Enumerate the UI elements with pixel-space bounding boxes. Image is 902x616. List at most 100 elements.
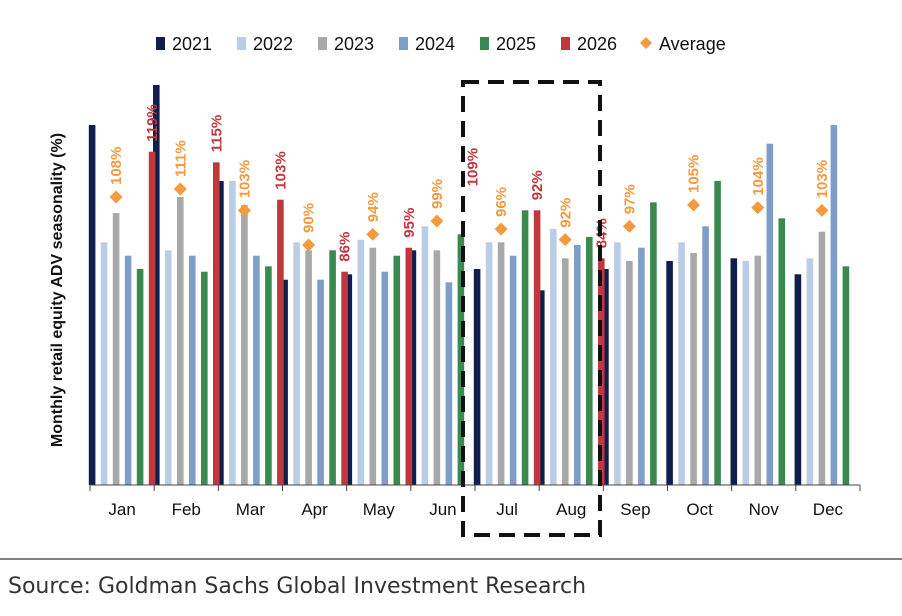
bar-2025-May xyxy=(393,255,401,485)
bar-2021-Aug xyxy=(538,290,545,485)
bar-2026-Feb xyxy=(213,162,220,486)
x-tick-label-Jun: Jun xyxy=(429,500,456,519)
x-tick-label-Jan: Jan xyxy=(108,500,135,519)
bar-2021-Feb xyxy=(153,85,160,485)
data-label-Mar-2026: 103% xyxy=(272,151,289,189)
bar-2025-Oct xyxy=(714,181,721,485)
bar-2026-Mar xyxy=(277,199,284,485)
data-label-May-average: 94% xyxy=(365,192,382,222)
bar-2024-Mar xyxy=(253,255,260,485)
data-label-Sep-average: 97% xyxy=(621,184,638,214)
x-tick-label-Nov: Nov xyxy=(749,500,780,519)
x-tick-label-Feb: Feb xyxy=(172,500,201,519)
seasonality-chart: 2021 2022 2023 2024 2025 2026 Average Monthly … xyxy=(0,34,902,560)
legend-label-2025: 2025 xyxy=(496,34,536,54)
bar-2022-Feb xyxy=(165,250,172,485)
average-marker-Sep xyxy=(622,219,636,233)
bar-2025-Mar xyxy=(265,266,272,485)
bar-2024-Apr xyxy=(317,279,324,485)
bar-2023-Jun xyxy=(433,250,441,485)
bar-2021-Jul xyxy=(473,269,481,485)
bar-2023-Jul xyxy=(497,242,505,485)
average-marker-Aug xyxy=(558,233,572,247)
bar-2024-Jun xyxy=(445,282,453,485)
bar-2025-Jun xyxy=(457,234,465,485)
legend-label-2023: 2023 xyxy=(334,34,374,54)
data-label-Mar-average: 103% xyxy=(236,160,253,198)
bar-2021-May xyxy=(345,274,353,485)
bar-2021-Oct xyxy=(666,261,673,485)
bar-2022-Aug xyxy=(550,229,557,485)
bar-2024-Nov xyxy=(766,143,774,485)
average-marker-Nov xyxy=(751,201,765,215)
bar-2025-Nov xyxy=(778,218,786,486)
legend-label-2024: 2024 xyxy=(415,34,455,54)
bar-2022-May xyxy=(357,239,365,485)
bar-2023-Feb xyxy=(177,197,184,485)
bar-2024-Oct xyxy=(702,226,709,486)
bar-2023-Jan xyxy=(112,213,120,485)
bar-2025-Sep xyxy=(650,202,657,486)
bar-2026-Jan xyxy=(148,151,156,485)
source-text: Source: Goldman Sachs Global Investment … xyxy=(8,574,587,599)
data-labels: 108% 119% 111% 115% 103% 103% 90% 86% 94% 95% 99% 1… xyxy=(108,104,831,262)
bar-2026-Jul xyxy=(533,210,541,486)
data-label-Apr-2026: 86% xyxy=(337,232,354,262)
legend-swatch-2026 xyxy=(561,37,570,50)
bar-2022-Jan xyxy=(100,242,108,485)
bar-2023-Nov xyxy=(754,255,762,485)
data-label-Jul-average: 96% xyxy=(493,187,510,217)
y-axis-label: Monthly retail equity ADV seasonality (%… xyxy=(49,133,66,447)
x-tick-label-Jul: Jul xyxy=(496,500,518,519)
data-label-Apr-average: 90% xyxy=(301,203,318,233)
bar-2023-Aug xyxy=(562,258,569,485)
bar-2024-Feb xyxy=(189,255,196,485)
x-tick-label-Mar: Mar xyxy=(236,500,266,519)
legend-swatch-2025 xyxy=(480,37,489,50)
x-tick-label-Apr: Apr xyxy=(301,500,328,519)
data-label-Nov-average: 104% xyxy=(750,157,767,195)
bar-2021-Jun xyxy=(409,250,417,485)
legend-label-2026: 2026 xyxy=(577,34,617,54)
bar-2023-May xyxy=(369,247,377,485)
average-marker-Apr xyxy=(302,238,316,252)
data-label-Oct-average: 105% xyxy=(686,155,703,193)
bar-2024-Sep xyxy=(638,247,645,485)
bar-2022-Sep xyxy=(614,242,621,485)
bar-2024-Jan xyxy=(124,255,132,485)
data-label-Feb-average: 111% xyxy=(172,140,189,177)
legend-swatch-2024 xyxy=(399,37,408,50)
bar-2024-May xyxy=(381,271,389,485)
bar-2024-Dec xyxy=(830,125,838,485)
x-tick-label-Sep: Sep xyxy=(620,500,650,519)
bar-2025-Jan xyxy=(136,269,144,485)
bar-2022-Mar xyxy=(229,181,236,485)
data-label-Jun-average: 99% xyxy=(429,179,446,209)
bar-2023-Sep xyxy=(626,261,633,485)
bar-2024-Aug xyxy=(574,245,581,485)
bar-2022-Dec xyxy=(806,258,814,485)
x-tick-label-Dec: Dec xyxy=(813,500,844,519)
highlight-box xyxy=(461,80,602,537)
legend: 2021 2022 2023 2024 2025 2026 Average xyxy=(156,34,726,54)
x-tick-label-Oct: Oct xyxy=(686,500,713,519)
data-label-Jan-average: 108% xyxy=(108,147,125,185)
bar-2025-Feb xyxy=(201,271,208,485)
data-label-Jul-2026: 92% xyxy=(529,170,546,200)
average-marker-Jan xyxy=(109,190,123,204)
data-label-Jun-2026: 109% xyxy=(465,148,482,186)
legend-swatch-average xyxy=(640,37,652,49)
average-marker-Feb xyxy=(173,182,187,196)
average-marker-Jun xyxy=(430,214,444,228)
data-label-Aug-average: 92% xyxy=(557,198,574,228)
bar-2023-Apr xyxy=(305,250,312,485)
legend-label-average: Average xyxy=(659,34,726,54)
bar-2026-Apr xyxy=(341,271,348,485)
bar-2024-Jul xyxy=(509,255,517,485)
legend-label-2022: 2022 xyxy=(253,34,293,54)
legend-label-2021: 2021 xyxy=(172,34,212,54)
bar-2023-Mar xyxy=(241,205,248,485)
data-label-Dec-average: 103% xyxy=(814,160,831,198)
data-label-May-2026: 95% xyxy=(401,208,418,238)
bar-2026-May xyxy=(405,247,413,485)
